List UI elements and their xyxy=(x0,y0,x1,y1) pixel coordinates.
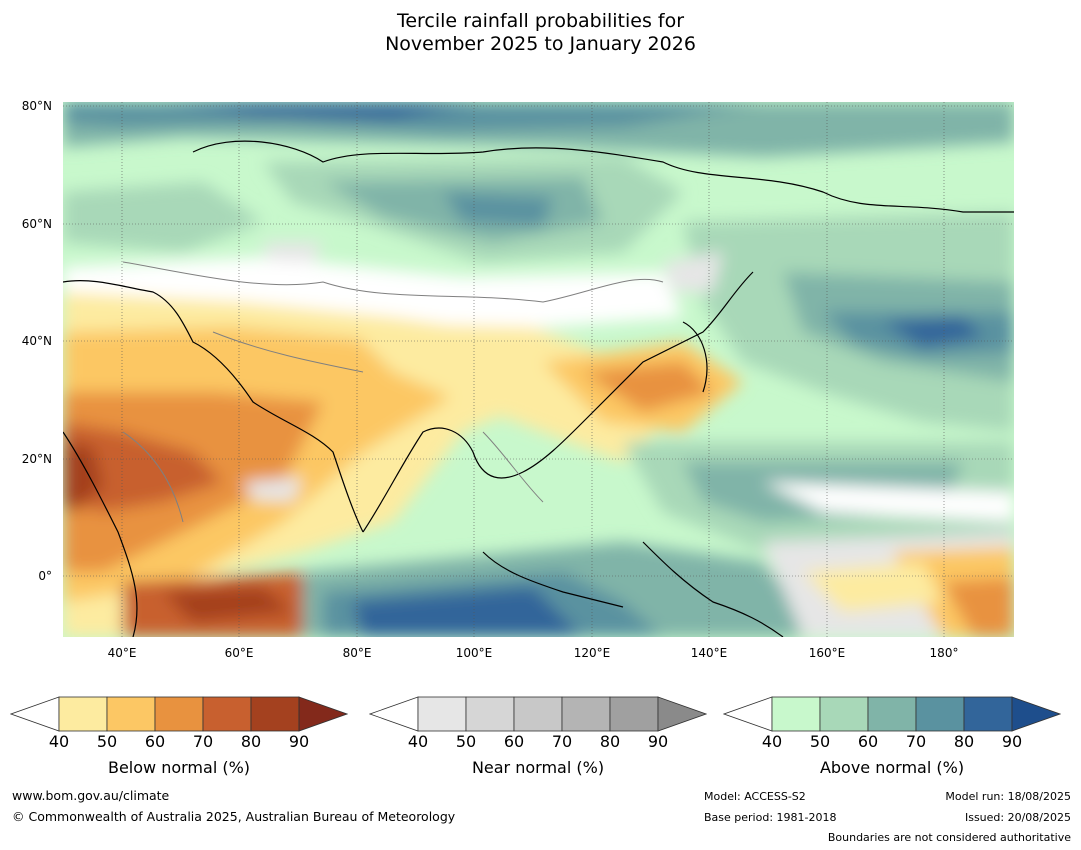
colorbar-below-segment xyxy=(250,696,300,732)
colorbar-above-segment xyxy=(819,696,869,732)
title-line-2: November 2025 to January 2026 xyxy=(385,33,696,55)
colorbar-below-tick-label: 80 xyxy=(240,732,262,751)
colorbar-near-under-arrow xyxy=(369,696,419,732)
model-text: Model: ACCESS-S2 xyxy=(704,790,806,803)
lon-label-40e: 40°E xyxy=(107,646,137,660)
colorbar-above-tick-label: 60 xyxy=(857,732,879,751)
colorbar-near-segment xyxy=(609,696,659,732)
lon-label-180: 180° xyxy=(929,646,959,660)
colorbar-below-over-arrow xyxy=(298,696,348,732)
lat-label-80n: 80°N xyxy=(21,99,52,113)
copyright-text: © Commonwealth of Australia 2025, Austra… xyxy=(12,809,456,824)
lon-label-120e: 120°E xyxy=(573,646,611,660)
model-run-text: Model run: 18/08/2025 xyxy=(945,790,1071,803)
colorbar-above-tick-label: 50 xyxy=(809,732,831,751)
colorbar-near-tick-label: 50 xyxy=(455,732,477,751)
boundaries-disclaimer: Boundaries are not considered authoritat… xyxy=(827,831,1071,844)
borders xyxy=(122,261,664,523)
colorbar-above-tick-label: 40 xyxy=(761,732,783,751)
colorbar-near-segment xyxy=(417,696,467,732)
lon-label-160e: 160°E xyxy=(808,646,846,660)
graticule xyxy=(63,102,1014,637)
title-line-1: Tercile rainfall probabilities for xyxy=(396,10,685,32)
map-title: Tercile rainfall probabilities for Novem… xyxy=(0,10,1081,56)
colorbar-below-tick-label: 60 xyxy=(144,732,166,751)
probability-fields xyxy=(63,102,1014,637)
colorbar-below-segment xyxy=(202,696,252,732)
lat-label-40n: 40°N xyxy=(21,334,52,348)
colorbar-above-segment xyxy=(963,696,1013,732)
colorbar-above-tick-label: 70 xyxy=(905,732,927,751)
colorbar-above-segment xyxy=(867,696,917,732)
lon-label-100e: 100°E xyxy=(455,646,493,660)
colorbar-near-tick-label: 90 xyxy=(647,732,669,751)
colorbar-above-segment xyxy=(771,696,821,732)
colorbar-below-under-arrow xyxy=(10,696,60,732)
colorbar-near-segment xyxy=(465,696,515,732)
lon-label-60e: 60°E xyxy=(224,646,254,660)
colorbar-near-segment xyxy=(561,696,611,732)
rainfall-probability-map xyxy=(63,102,1014,637)
colorbar-below-tick-label: 40 xyxy=(48,732,70,751)
colorbar-above xyxy=(723,696,1061,732)
colorbar-below xyxy=(10,696,348,732)
colorbar-below-segment xyxy=(58,696,108,732)
colorbar-below-segment xyxy=(154,696,204,732)
colorbar-above-segment xyxy=(915,696,965,732)
colorbar-below-title: Below normal (%) xyxy=(107,758,251,777)
lat-label-0: 0° xyxy=(38,569,52,583)
lon-label-140e: 140°E xyxy=(690,646,728,660)
colorbar-near-over-arrow xyxy=(657,696,707,732)
colorbar-below-tick-label: 90 xyxy=(288,732,310,751)
colorbar-above-under-arrow xyxy=(723,696,773,732)
colorbar-above-tick-label: 90 xyxy=(1001,732,1023,751)
issued-text: Issued: 20/08/2025 xyxy=(964,811,1071,824)
colorbar-near-tick-label: 70 xyxy=(551,732,573,751)
lat-label-60n: 60°N xyxy=(21,217,52,231)
base-period-text: Base period: 1981-2018 xyxy=(704,811,837,824)
colorbar-below-tick-label: 70 xyxy=(192,732,214,751)
colorbar-below-tick-label: 50 xyxy=(96,732,118,751)
colorbar-below-segment xyxy=(106,696,156,732)
coastlines xyxy=(63,140,1014,637)
colorbar-near-tick-label: 40 xyxy=(407,732,429,751)
colorbar-above-over-arrow xyxy=(1011,696,1061,732)
colorbar-near xyxy=(369,696,707,732)
website-link[interactable]: www.bom.gov.au/climate xyxy=(12,788,170,803)
colorbar-near-segment xyxy=(513,696,563,732)
lat-label-20n: 20°N xyxy=(21,452,52,466)
colorbar-above-tick-label: 80 xyxy=(953,732,975,751)
colorbar-near-tick-label: 80 xyxy=(599,732,621,751)
colorbar-near-title: Near normal (%) xyxy=(471,758,605,777)
lon-label-80e: 80°E xyxy=(342,646,372,660)
colorbar-near-tick-label: 60 xyxy=(503,732,525,751)
colorbar-above-title: Above normal (%) xyxy=(819,758,965,777)
